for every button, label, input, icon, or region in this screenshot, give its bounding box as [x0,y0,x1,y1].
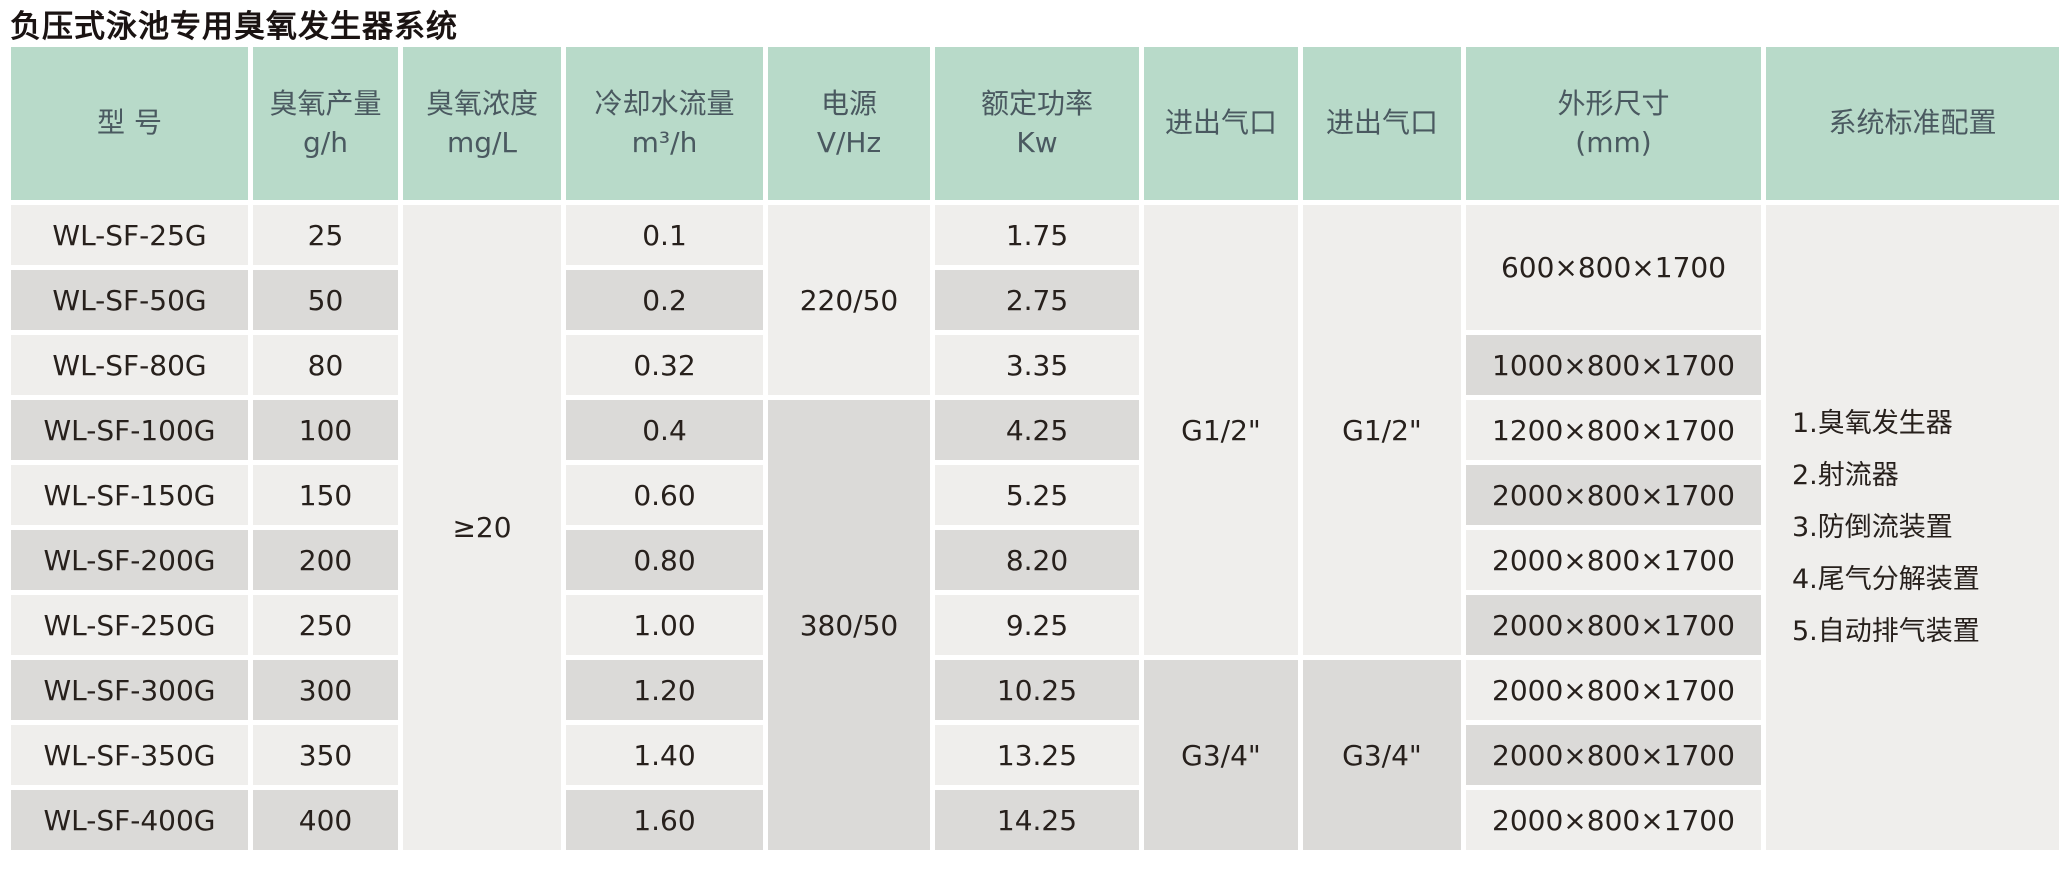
header-text: 臭氧产量 [269,86,382,120]
ozone-output-cell: 200 [253,530,398,590]
ozone-output-cell: 400 [253,790,398,850]
rated-power-cell: 13.25 [935,725,1139,785]
rated-power-cell: 1.75 [935,205,1139,265]
ozone-output-cell: 50 [253,270,398,330]
gas-port-1-cell: G1/2" [1144,205,1298,655]
model-cell: WL-SF-25G [11,205,248,265]
dimension-cell: 2000×800×1700 [1466,790,1761,850]
col-header-ozone-output: 臭氧产量 g/h [253,47,398,200]
cooling-flow-cell: 1.60 [566,790,763,850]
col-header-power-supply: 电源 V/Hz [768,47,930,200]
model-cell: WL-SF-50G [11,270,248,330]
dimension-cell: 2000×800×1700 [1466,530,1761,590]
cooling-flow-cell: 0.60 [566,465,763,525]
ozone-output-cell: 350 [253,725,398,785]
config-item: 4.尾气分解装置 [1792,563,1980,595]
model-cell: WL-SF-300G [11,660,248,720]
header-unit: g/h [303,125,348,159]
model-cell: WL-SF-80G [11,335,248,395]
header-text: 额定功率 [980,86,1093,120]
header-text: 型 号 [97,106,162,140]
header-text: 进出气口 [1164,106,1277,140]
col-header-rated-power: 额定功率 Kw [935,47,1139,200]
ozone-output-cell: 250 [253,595,398,655]
header-text: 电源 [820,86,877,120]
power-supply-cell: 380/50 [768,400,930,850]
rated-power-cell: 8.20 [935,530,1139,590]
gas-port-1-cell: G3/4" [1144,660,1298,850]
header-unit: m³/h [631,125,698,159]
model-cell: WL-SF-400G [11,790,248,850]
model-cell: WL-SF-350G [11,725,248,785]
dimension-cell: 2000×800×1700 [1466,725,1761,785]
cooling-flow-cell: 1.20 [566,660,763,720]
header-unit: (mm) [1575,125,1652,159]
cooling-flow-cell: 1.00 [566,595,763,655]
header-text: 进出气口 [1325,106,1438,140]
cooling-flow-cell: 0.32 [566,335,763,395]
config-item: 2.射流器 [1792,459,1899,491]
rated-power-cell: 4.25 [935,400,1139,460]
cooling-flow-cell: 0.1 [566,205,763,265]
page-title: 负压式泳池专用臭氧发生器系统 [10,9,458,45]
dimension-cell: 2000×800×1700 [1466,465,1761,525]
model-cell: WL-SF-200G [11,530,248,590]
power-supply-cell: 220/50 [768,205,930,395]
col-header-model: 型 号 [11,47,248,200]
col-header-dimensions: 外形尺寸 (mm) [1466,47,1761,200]
gas-port-2-cell: G1/2" [1303,205,1461,655]
cooling-flow-cell: 0.2 [566,270,763,330]
ozone-output-cell: 80 [253,335,398,395]
ozone-output-cell: 150 [253,465,398,525]
spec-table: 型 号 臭氧产量 g/h 臭氧浓度 mg/L 冷却水流量 m³/h 电源 V/Hz 额定… [11,47,2059,850]
system-config-cell: 1.臭氧发生器 2.射流器 3.防倒流装置 4.尾气分解装置 5.自动排气装置 [1766,205,2059,850]
rated-power-cell: 5.25 [935,465,1139,525]
col-header-gas-port-1: 进出气口 [1144,47,1298,200]
col-header-gas-port-2: 进出气口 [1303,47,1461,200]
dimension-cell: 1000×800×1700 [1466,335,1761,395]
rated-power-cell: 14.25 [935,790,1139,850]
ozone-output-cell: 100 [253,400,398,460]
rated-power-cell: 10.25 [935,660,1139,720]
model-cell: WL-SF-250G [11,595,248,655]
ozone-output-cell: 25 [253,205,398,265]
header-text: 臭氧浓度 [425,86,538,120]
cooling-flow-cell: 0.4 [566,400,763,460]
header-text: 冷却水流量 [594,86,735,120]
col-header-cooling-water-flow: 冷却水流量 m³/h [566,47,763,200]
config-item: 3.防倒流装置 [1792,511,1953,543]
col-header-standard-config: 系统标准配置 [1766,47,2059,200]
col-header-ozone-concentration: 臭氧浓度 mg/L [403,47,561,200]
model-cell: WL-SF-100G [11,400,248,460]
dimension-cell: 2000×800×1700 [1466,660,1761,720]
rated-power-cell: 9.25 [935,595,1139,655]
ozone-output-cell: 300 [253,660,398,720]
cooling-flow-cell: 0.80 [566,530,763,590]
ozone-concentration-cell: ≥20 [403,205,561,850]
header-text: 外形尺寸 [1557,86,1670,120]
header-unit: mg/L [446,125,518,159]
model-cell: WL-SF-150G [11,465,248,525]
config-item: 1.臭氧发生器 [1792,407,1953,439]
header-unit: Kw [1016,125,1058,159]
dimension-cell: 2000×800×1700 [1466,595,1761,655]
header-unit: V/Hz [816,125,882,159]
dimension-cell: 1200×800×1700 [1466,400,1761,460]
rated-power-cell: 3.35 [935,335,1139,395]
gas-port-2-cell: G3/4" [1303,660,1461,850]
dimension-cell: 600×800×1700 [1466,205,1761,330]
rated-power-cell: 2.75 [935,270,1139,330]
header-text: 系统标准配置 [1828,106,1997,140]
cooling-flow-cell: 1.40 [566,725,763,785]
config-item: 5.自动排气装置 [1792,615,1980,647]
